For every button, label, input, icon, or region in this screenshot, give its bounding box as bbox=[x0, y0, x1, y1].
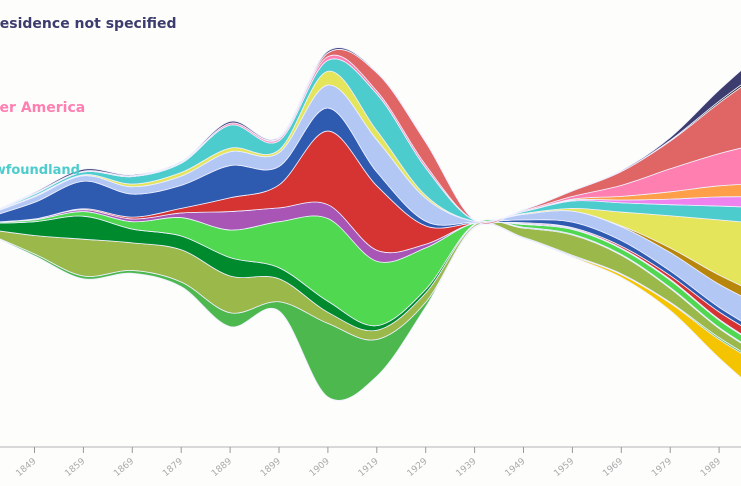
x-tick-label: 1929 bbox=[406, 456, 430, 479]
label-residence-not-specified: Residence not specified bbox=[0, 16, 177, 32]
x-tick-label: 1989 bbox=[699, 456, 723, 479]
x-tick-label: 1849 bbox=[14, 456, 38, 479]
x-tick-label: 1879 bbox=[161, 456, 185, 479]
x-tick-label: 1859 bbox=[63, 456, 87, 479]
x-tick-label: 1959 bbox=[552, 456, 576, 479]
x-tick-label: 1919 bbox=[357, 456, 381, 479]
label-other-america: Other America bbox=[0, 100, 86, 116]
x-tick-label: 1969 bbox=[601, 456, 625, 479]
stream-layer-17 bbox=[0, 47, 741, 225]
x-tick-label: 1909 bbox=[308, 456, 332, 479]
x-axis: 1849 1859 1869 1879 1889 1899 1909 1919 1929 1939… bbox=[0, 446, 741, 479]
x-tick-label: 1949 bbox=[503, 456, 527, 479]
x-tick-label: 1869 bbox=[112, 456, 136, 479]
x-tick-label: 1899 bbox=[259, 456, 283, 479]
x-tick-label: 1889 bbox=[210, 456, 234, 479]
x-tick-label: 1979 bbox=[650, 456, 674, 479]
stream-layers bbox=[0, 47, 741, 401]
label-newfoundland: Newfoundland bbox=[0, 163, 80, 178]
x-tick-label: 1939 bbox=[455, 456, 479, 479]
